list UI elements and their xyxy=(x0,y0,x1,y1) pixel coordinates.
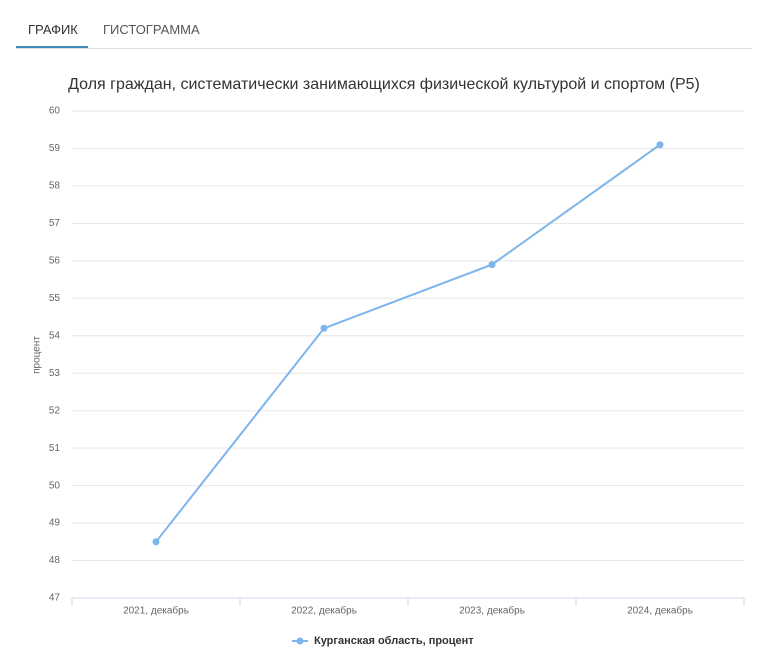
legend-symbol xyxy=(296,637,304,645)
y-tick-label: 54 xyxy=(49,330,61,341)
y-tick-label: 48 xyxy=(49,555,61,566)
y-tick-label: 51 xyxy=(49,443,61,454)
y-tick-label: 52 xyxy=(49,405,61,416)
y-tick-label: 56 xyxy=(49,255,61,266)
y-tick-label: 49 xyxy=(49,518,61,529)
data-point xyxy=(320,324,328,332)
data-point xyxy=(656,141,664,149)
y-tick-label: 58 xyxy=(49,181,61,192)
data-point xyxy=(152,538,160,546)
y-tick-label: 55 xyxy=(49,293,61,304)
y-tick-label: 50 xyxy=(49,480,61,491)
active-tab-indicator xyxy=(16,46,88,48)
x-tick-label: 2022, декабрь xyxy=(291,605,357,617)
tab[interactable]: ГИСТОГРАММА xyxy=(103,22,200,37)
series-line xyxy=(155,143,661,543)
y-tick-label: 57 xyxy=(49,218,61,229)
x-tick-label: 2021, декабрь xyxy=(123,605,189,617)
legend-label[interactable]: Курганская область, процент xyxy=(314,635,474,647)
y-tick-label: 60 xyxy=(49,106,61,117)
data-point xyxy=(488,261,496,269)
chart-title: Доля граждан, систематически занимающихс… xyxy=(68,76,700,93)
y-tick-label: 59 xyxy=(49,143,61,154)
tab-bar: ГРАФИК ГИСТОГРАММА xyxy=(16,0,752,49)
y-axis-label: процент xyxy=(32,336,43,374)
y-tick-label: 53 xyxy=(49,368,61,379)
tab[interactable]: ГРАФИК xyxy=(28,22,78,37)
x-tick-label: 2024, декабрь xyxy=(627,605,693,617)
x-tick-label: 2023, декабрь xyxy=(459,605,525,617)
y-tick-label: 47 xyxy=(49,593,61,604)
